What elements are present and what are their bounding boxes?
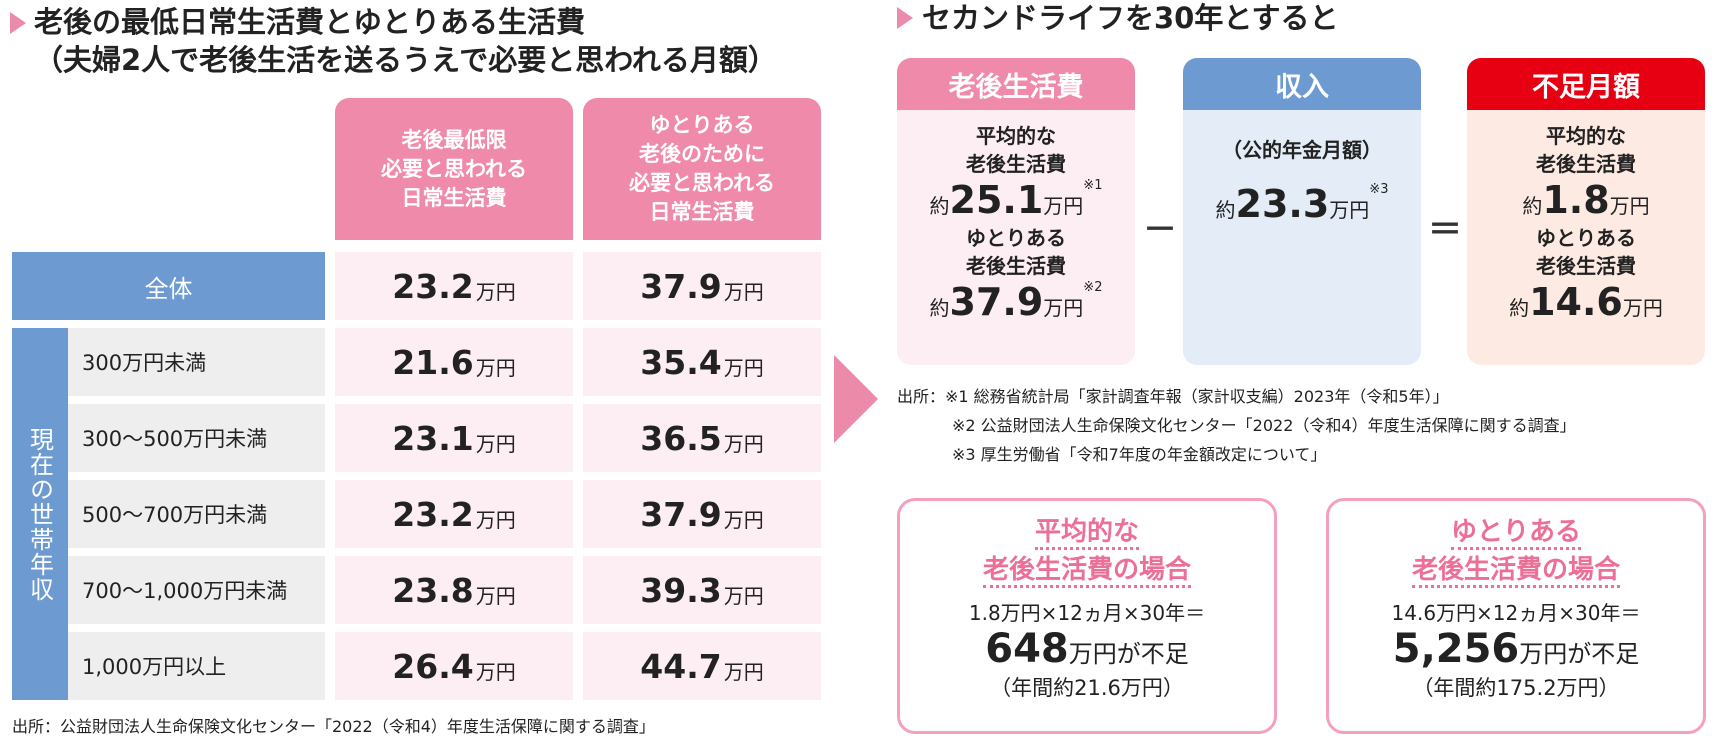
cell-yutori: 35.4 万円 — [583, 328, 821, 396]
row-label: 300万円未満 — [68, 328, 325, 396]
pension-amount: 約23.3万円※3 — [1215, 182, 1389, 226]
calc-average-result: 648万円が不足 — [985, 626, 1189, 672]
row-label: 300～500万円未満 — [68, 404, 325, 472]
cell-min: 21.6 万円 — [335, 328, 573, 396]
cell-min: 23.8 万円 — [335, 556, 573, 624]
yutori-shortage-label: ゆとりある 老後生活費 — [1536, 226, 1636, 278]
row-label: 500～700万円未満 — [68, 480, 325, 548]
income-header: 収入 — [1183, 58, 1421, 110]
calc-yutori-annual: （年間約175.2万円） — [1412, 676, 1620, 700]
public-pension-label: （公的年金月額） — [1222, 138, 1382, 162]
average-shortage-amount: 約1.8万円 — [1522, 178, 1650, 222]
cell-overall-yutori: 37.9 万円 — [583, 252, 821, 320]
calc-yutori-header1: ゆとりある — [1450, 517, 1581, 550]
shortage-box: 平均的な 老後生活費 約1.8万円 ゆとりある 老後生活費 約14.6万円 — [1467, 110, 1705, 365]
left-source: 出所：公益財団法人生命保険文化センター「2022（令和4）年度生活保障に関する調… — [12, 717, 655, 736]
row-label: 1,000万円以上 — [68, 632, 325, 700]
yutori-shortage-amount: 約14.6万円 — [1509, 280, 1663, 324]
left-title-line2: （夫婦2人で老後生活を送るうえで必要と思われる月額） — [34, 43, 777, 77]
average-shortage-label: 平均的な 老後生活費 — [1536, 124, 1636, 176]
cell-yutori: 37.9 万円 — [583, 480, 821, 548]
equals-sign: ＝ — [1428, 210, 1462, 250]
arrow-right-icon — [834, 355, 878, 443]
col-header-yutori: ゆとりある 老後のために 必要と思われる 日常生活費 — [583, 98, 821, 240]
right-source-2: ※2 公益財団法人生命保険文化センター「2022（令和4）年度生活保障に関する調… — [952, 416, 1576, 435]
calc-box-average: 平均的な 老後生活費の場合 1.8万円×12ヵ月×30年＝ 648万円が不足 （… — [897, 498, 1277, 734]
cell-min: 23.2 万円 — [335, 480, 573, 548]
right-source-1: 出所：※1 総務省統計局「家計調査年報（家計収支編）2023年（令和5年）」 — [897, 387, 1449, 406]
living-cost-header: 老後生活費 — [897, 58, 1135, 110]
calc-average-header2: 老後生活費の場合 — [982, 555, 1191, 588]
cell-yutori: 44.7 万円 — [583, 632, 821, 700]
col-header-minimum: 老後最低限 必要と思われる 日常生活費 — [335, 98, 573, 240]
side-label-household-income: 現在の世帯年収 — [12, 328, 68, 700]
cell-yutori: 36.5 万円 — [583, 404, 821, 472]
cell-min: 23.1 万円 — [335, 404, 573, 472]
cell-overall-min: 23.2 万円 — [335, 252, 573, 320]
calc-yutori-formula: 14.6万円×12ヵ月×30年＝ — [1391, 601, 1641, 625]
income-box: （公的年金月額） 約23.3万円※3 — [1183, 110, 1421, 365]
calc-box-yutori: ゆとりある 老後生活費の場合 14.6万円×12ヵ月×30年＝ 5,256万円が… — [1326, 498, 1706, 734]
average-living-label: 平均的な 老後生活費 — [966, 124, 1066, 176]
calc-average-formula: 1.8万円×12ヵ月×30年＝ — [968, 601, 1206, 625]
yutori-living-amount: 約37.9万円※2 — [929, 280, 1103, 324]
calc-average-annual: （年間約21.6万円） — [990, 676, 1184, 700]
title-marker-icon — [897, 7, 913, 29]
cell-min: 26.4 万円 — [335, 632, 573, 700]
cell-yutori: 39.3 万円 — [583, 556, 821, 624]
living-cost-box: 平均的な 老後生活費 約25.1万円※1 ゆとりある 老後生活費 約37.9万円… — [897, 110, 1135, 365]
minus-sign: － — [1143, 210, 1177, 250]
title-marker-icon — [10, 12, 26, 34]
left-title-line1: 老後の最低日常生活費とゆとりある生活費 — [34, 5, 586, 39]
average-living-amount: 約25.1万円※1 — [929, 178, 1103, 222]
row-label: 700～1,000万円未満 — [68, 556, 325, 624]
row-label-overall: 全体 — [12, 252, 325, 320]
shortage-header: 不足月額 — [1467, 58, 1705, 110]
right-source-3: ※3 厚生労働省「令和7年度の年金額改定について」 — [952, 445, 1327, 464]
right-title: セカンドライフを30年とすると — [922, 1, 1339, 35]
calc-yutori-result: 5,256万円が不足 — [1392, 626, 1640, 672]
calc-average-header1: 平均的な — [1034, 517, 1139, 550]
calc-yutori-header2: 老後生活費の場合 — [1411, 555, 1620, 588]
yutori-living-label: ゆとりある 老後生活費 — [966, 226, 1066, 278]
